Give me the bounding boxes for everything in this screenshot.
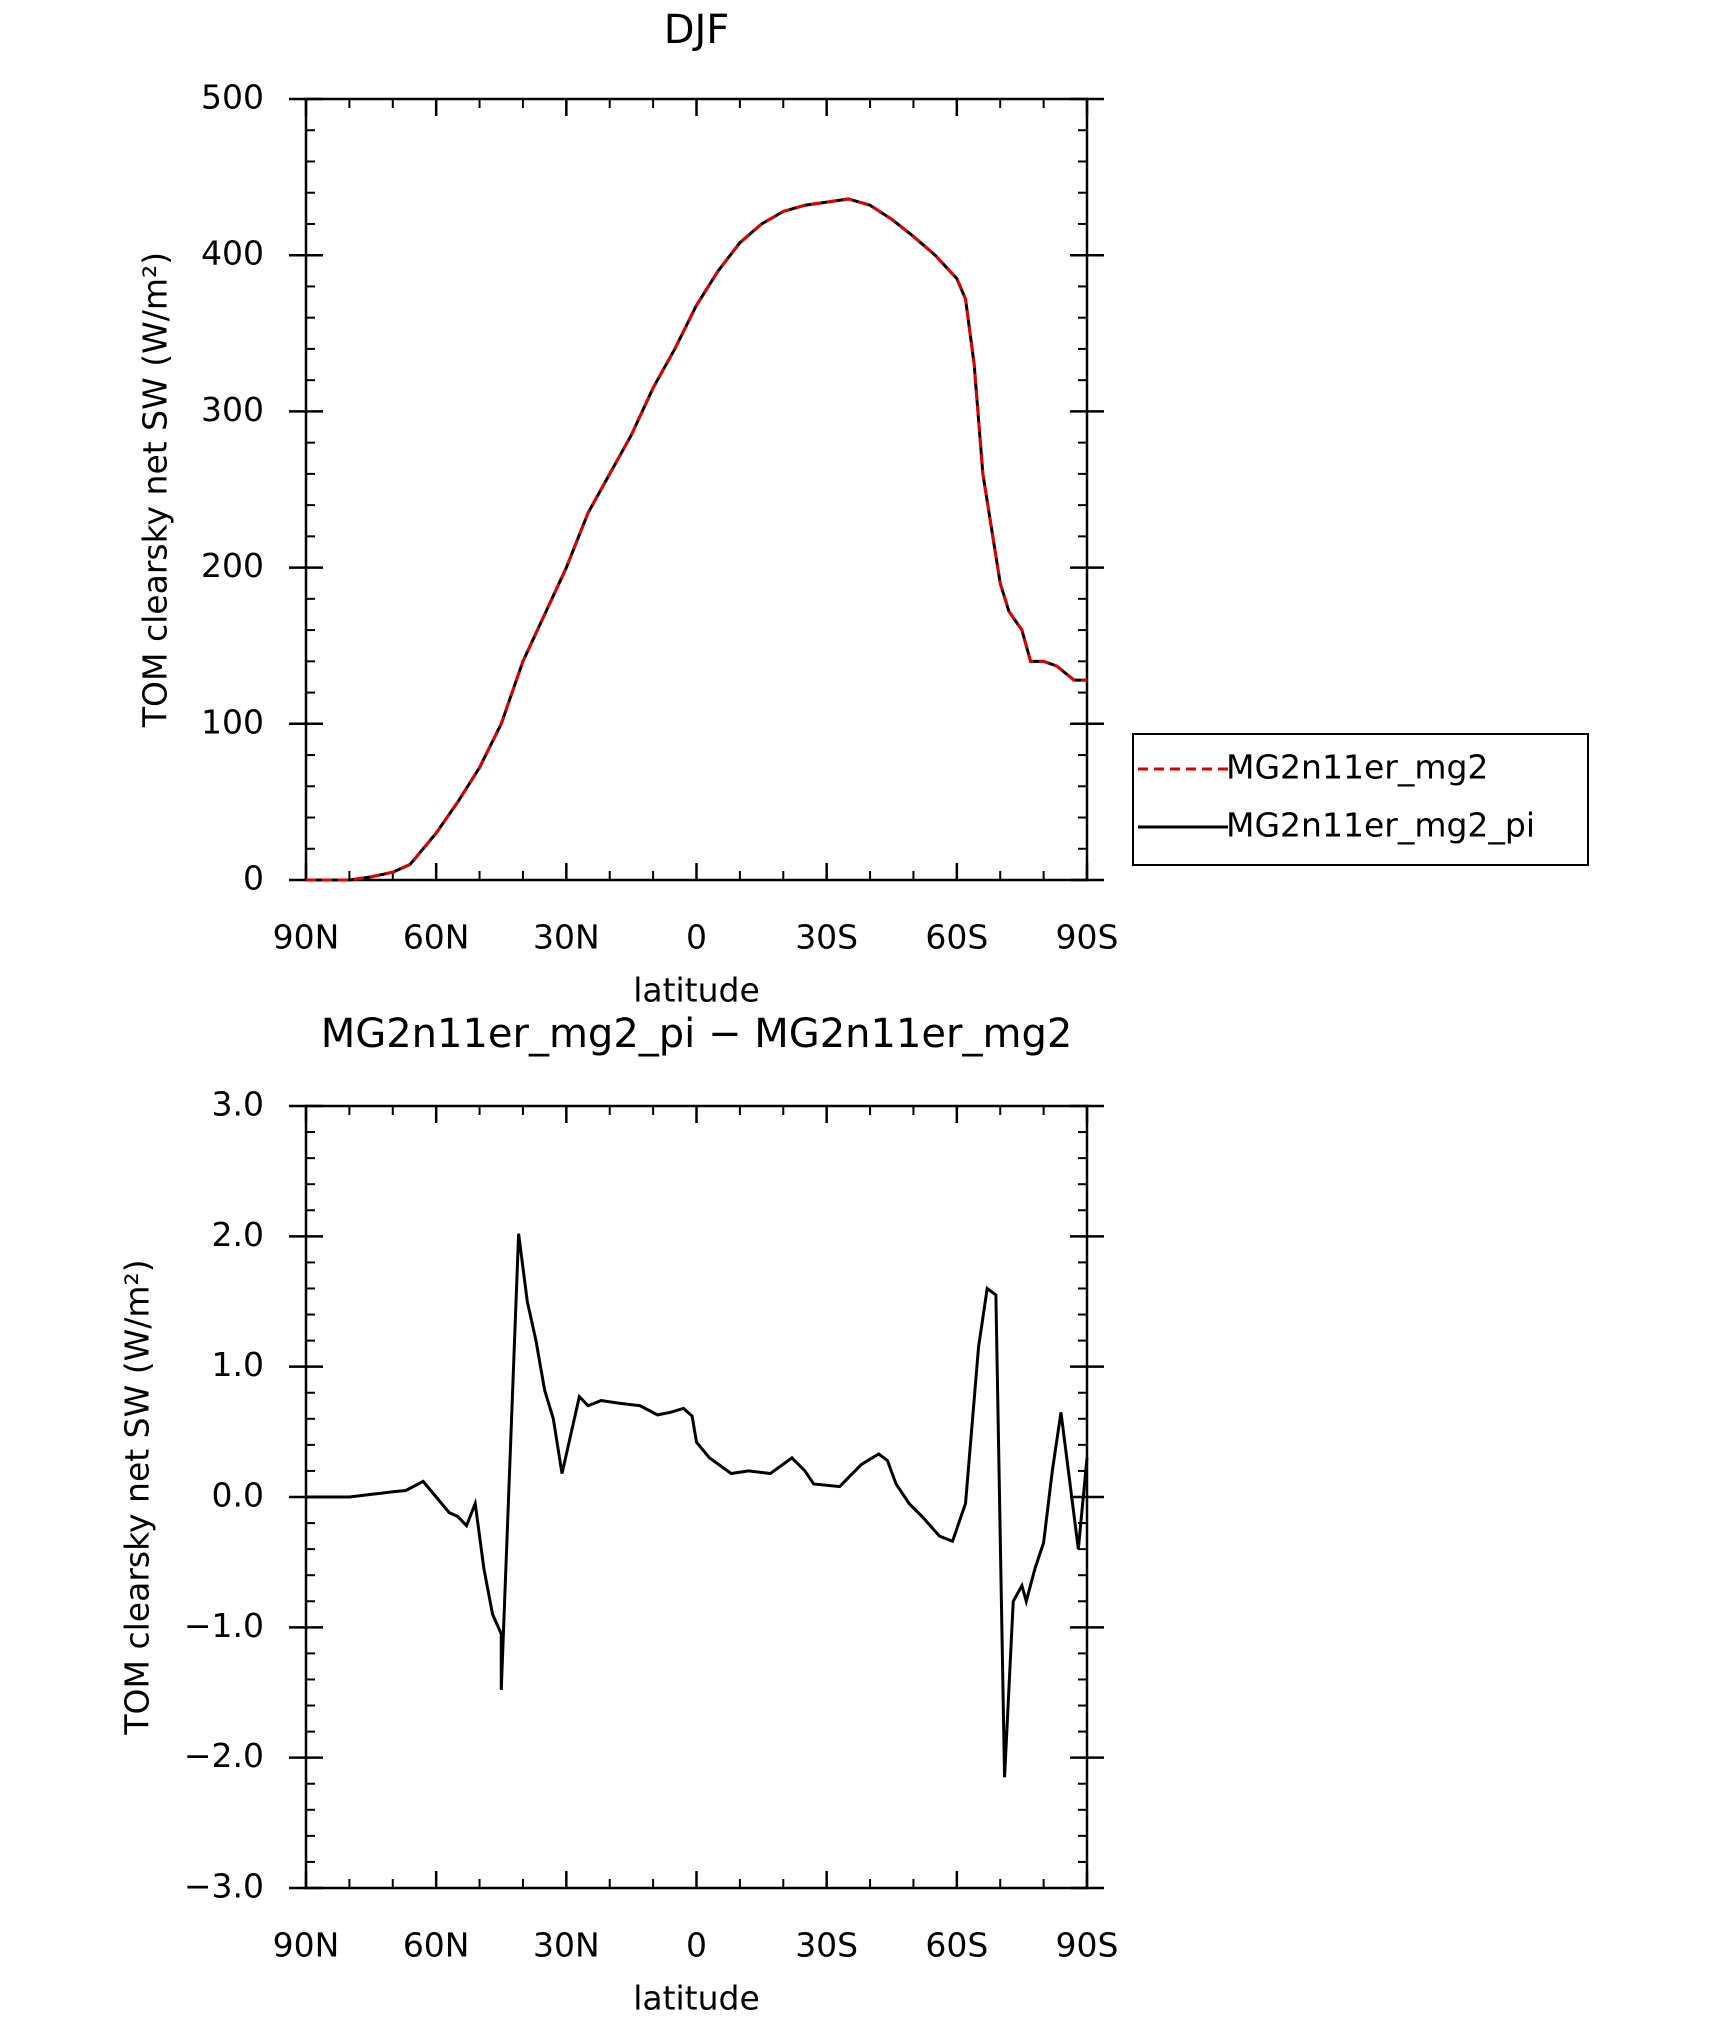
y-tick-label: 200: [201, 546, 264, 585]
chart-title: MG2n11er_mg2_pi − MG2n11er_mg2: [321, 1011, 1073, 1057]
x-tick-label: 90N: [273, 1926, 340, 1965]
x-tick-label: 30S: [795, 918, 858, 957]
legend-label: MG2n11er_mg2_pi: [1226, 806, 1535, 845]
x-tick-label: 30N: [533, 1926, 600, 1965]
x-tick-label: 90N: [273, 918, 340, 957]
plot-frame: [304, 97, 1089, 882]
plot: DJF latitude TOM clearsky net SW (W/m²) 90N…: [136, 7, 1589, 1010]
plot: MG2n11er_mg2_pi − MG2n11er_mg2 latitude TO…: [118, 1011, 1119, 2018]
y-tick-label: −3.0: [184, 1867, 264, 1906]
legend-label: MG2n11er_mg2: [1226, 748, 1488, 787]
x-tick-label: 60N: [403, 1926, 470, 1965]
data-line: [306, 197, 1087, 882]
y-tick-label: 2.0: [212, 1215, 264, 1254]
x-tick-label: 90S: [1056, 918, 1119, 957]
y-tick-label: −2.0: [184, 1736, 264, 1775]
x-tick-label: 0: [686, 1926, 707, 1965]
y-tick-label: 400: [201, 234, 264, 273]
y-axis-label: TOM clearsky net SW (W/m²): [136, 252, 175, 728]
x-tick-label: 60S: [925, 918, 988, 957]
data-line: [306, 1233, 1089, 1778]
legend: MG2n11er_mg2 MG2n11er_mg2_pi: [1132, 733, 1589, 866]
legend-box: [1132, 733, 1589, 866]
y-axis-label: TOM clearsky net SW (W/m²): [118, 1259, 157, 1735]
y-tick-label: 3.0: [212, 1085, 264, 1124]
x-tick-label: 60S: [925, 1926, 988, 1965]
x-tick-label: 90S: [1056, 1926, 1119, 1965]
y-tick-label: −1.0: [184, 1606, 264, 1645]
y-tick-label: 300: [201, 390, 264, 429]
y-tick-label: 100: [201, 702, 264, 741]
y-tick-label: 500: [201, 78, 264, 117]
x-tick-label: 30N: [533, 918, 600, 957]
x-tick-label: 0: [686, 918, 707, 957]
y-tick-label: 0: [243, 859, 264, 898]
x-tick-label: 30S: [795, 1926, 858, 1965]
data-line: [306, 197, 1087, 882]
chart-title: DJF: [664, 7, 730, 53]
x-tick-label: 60N: [403, 918, 470, 957]
x-axis-label: latitude: [633, 971, 760, 1010]
y-tick-label: 1.0: [212, 1345, 264, 1384]
y-tick-label: 0.0: [212, 1476, 264, 1515]
plot-frame: [304, 1104, 1089, 1890]
x-axis-label: latitude: [633, 1979, 760, 2018]
